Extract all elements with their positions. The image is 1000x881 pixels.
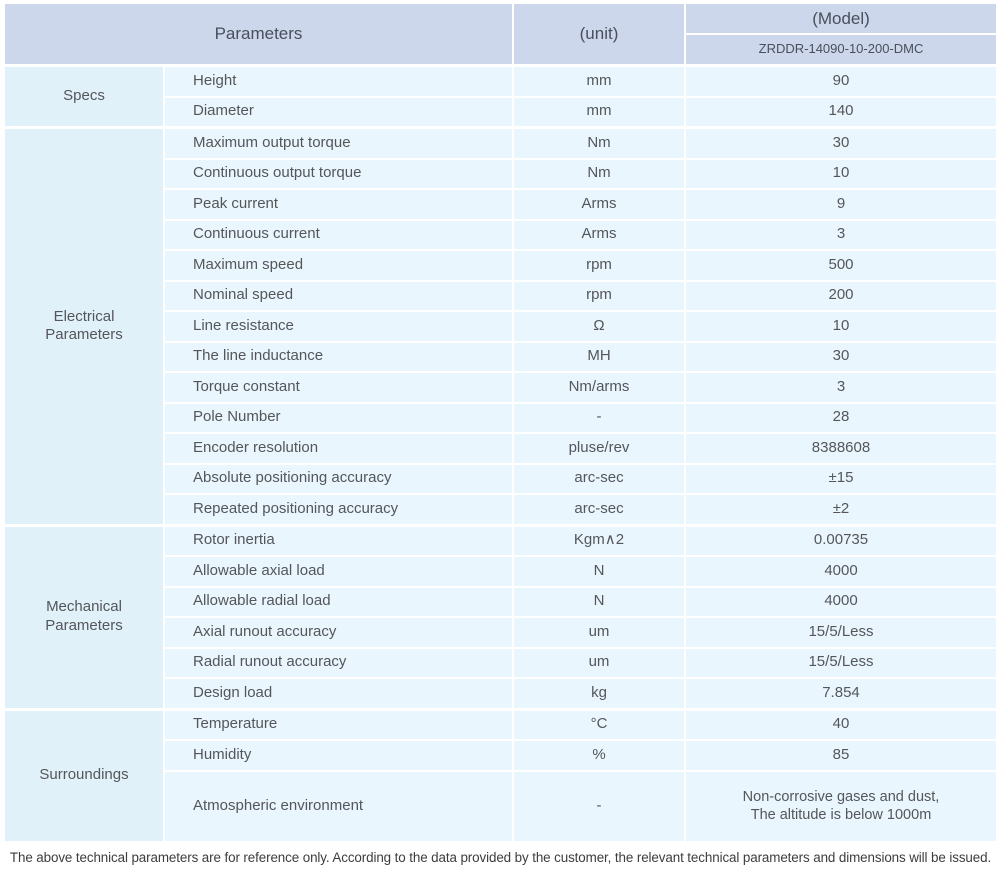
category-label: Specs xyxy=(5,67,163,126)
param-value: 4000 xyxy=(686,557,996,586)
section-specs: Specs Height mm 90 Diameter mm 140 xyxy=(5,67,996,126)
param-unit: arc-sec xyxy=(514,495,684,524)
param-unit: Nm xyxy=(514,159,684,188)
param-name: Nominal speed xyxy=(165,281,512,310)
section-electrical: Electrical Parameters Maximum output tor… xyxy=(5,129,996,524)
header-model-number: ZRDDR-14090-10-200-DMC xyxy=(686,35,996,64)
param-value: 30 xyxy=(686,342,996,371)
param-name: Absolute positioning accuracy xyxy=(165,464,512,493)
param-value: 3 xyxy=(686,220,996,249)
section-mechanical: Mechanical Parameters Rotor inertia Kgm∧… xyxy=(5,526,996,708)
param-unit: MH xyxy=(514,342,684,371)
param-value: 500 xyxy=(686,251,996,280)
param-value: 15/5/Less xyxy=(686,648,996,677)
param-unit: Ω xyxy=(514,312,684,341)
param-name: Continuous output torque xyxy=(165,159,512,188)
param-unit: mm xyxy=(514,67,684,96)
param-value: 10 xyxy=(686,159,996,188)
param-unit: Kgm∧2 xyxy=(514,526,684,555)
param-value: Non-corrosive gases and dust, The altitu… xyxy=(686,771,996,841)
param-name: Line resistance xyxy=(165,312,512,341)
category-label: Electrical Parameters xyxy=(5,129,163,524)
param-unit: rpm xyxy=(514,251,684,280)
param-name: Humidity xyxy=(165,741,512,770)
param-unit: N xyxy=(514,587,684,616)
param-name: Atmospheric environment xyxy=(165,771,512,841)
param-name: Allowable radial load xyxy=(165,587,512,616)
header-unit: (unit) xyxy=(514,4,684,64)
param-name: Peak current xyxy=(165,190,512,219)
param-unit: mm xyxy=(514,97,684,126)
param-value-line1: Non-corrosive gases and dust, xyxy=(742,788,940,805)
section-surroundings: Surroundings Temperature °C 40 Humidity … xyxy=(5,710,996,841)
param-value: 85 xyxy=(686,741,996,770)
param-value: 28 xyxy=(686,403,996,432)
param-unit: Arms xyxy=(514,220,684,249)
param-name: Pole Number xyxy=(165,403,512,432)
param-value: 200 xyxy=(686,281,996,310)
param-value: 10 xyxy=(686,312,996,341)
table-header: Parameters (unit) (Model) ZRDDR-14090-10… xyxy=(5,4,996,64)
param-unit: Nm xyxy=(514,129,684,158)
param-name: Height xyxy=(165,67,512,96)
param-value: 40 xyxy=(686,710,996,739)
param-name: Continuous current xyxy=(165,220,512,249)
param-unit: N xyxy=(514,557,684,586)
param-unit: Nm/arms xyxy=(514,373,684,402)
param-value: 9 xyxy=(686,190,996,219)
param-name: Repeated positioning accuracy xyxy=(165,495,512,524)
param-value-line2: The altitude is below 1000m xyxy=(750,807,932,823)
param-unit: °C xyxy=(514,710,684,739)
param-name: Design load xyxy=(165,679,512,708)
param-unit: % xyxy=(514,741,684,770)
footer-note: The above technical parameters are for r… xyxy=(9,849,992,865)
category-label: Surroundings xyxy=(5,710,163,841)
param-value: 3 xyxy=(686,373,996,402)
header-parameters: Parameters xyxy=(5,4,512,64)
param-name: Temperature xyxy=(165,710,512,739)
param-name: Diameter xyxy=(165,97,512,126)
param-value: 4000 xyxy=(686,587,996,616)
param-value: ±15 xyxy=(686,464,996,493)
param-unit: - xyxy=(514,771,684,841)
param-name: The line inductance xyxy=(165,342,512,371)
param-unit: um xyxy=(514,618,684,647)
param-name: Maximum speed xyxy=(165,251,512,280)
param-unit: pluse/rev xyxy=(514,434,684,463)
param-value: 140 xyxy=(686,97,996,126)
param-unit: kg xyxy=(514,679,684,708)
param-unit: - xyxy=(514,403,684,432)
param-name: Radial runout accuracy xyxy=(165,648,512,677)
param-name: Encoder resolution xyxy=(165,434,512,463)
param-name: Allowable axial load xyxy=(165,557,512,586)
header-model: (Model) xyxy=(686,4,996,33)
param-name: Rotor inertia xyxy=(165,526,512,555)
param-value: 8388608 xyxy=(686,434,996,463)
param-name: Maximum output torque xyxy=(165,129,512,158)
param-unit: rpm xyxy=(514,281,684,310)
param-value: 30 xyxy=(686,129,996,158)
param-value: 90 xyxy=(686,67,996,96)
param-value: 15/5/Less xyxy=(686,618,996,647)
param-name: Axial runout accuracy xyxy=(165,618,512,647)
param-value: 7.854 xyxy=(686,679,996,708)
param-value: ±2 xyxy=(686,495,996,524)
param-unit: Arms xyxy=(514,190,684,219)
param-name: Torque constant xyxy=(165,373,512,402)
param-value: 0.00735 xyxy=(686,526,996,555)
param-unit: um xyxy=(514,648,684,677)
param-unit: arc-sec xyxy=(514,464,684,493)
category-label: Mechanical Parameters xyxy=(5,526,163,708)
